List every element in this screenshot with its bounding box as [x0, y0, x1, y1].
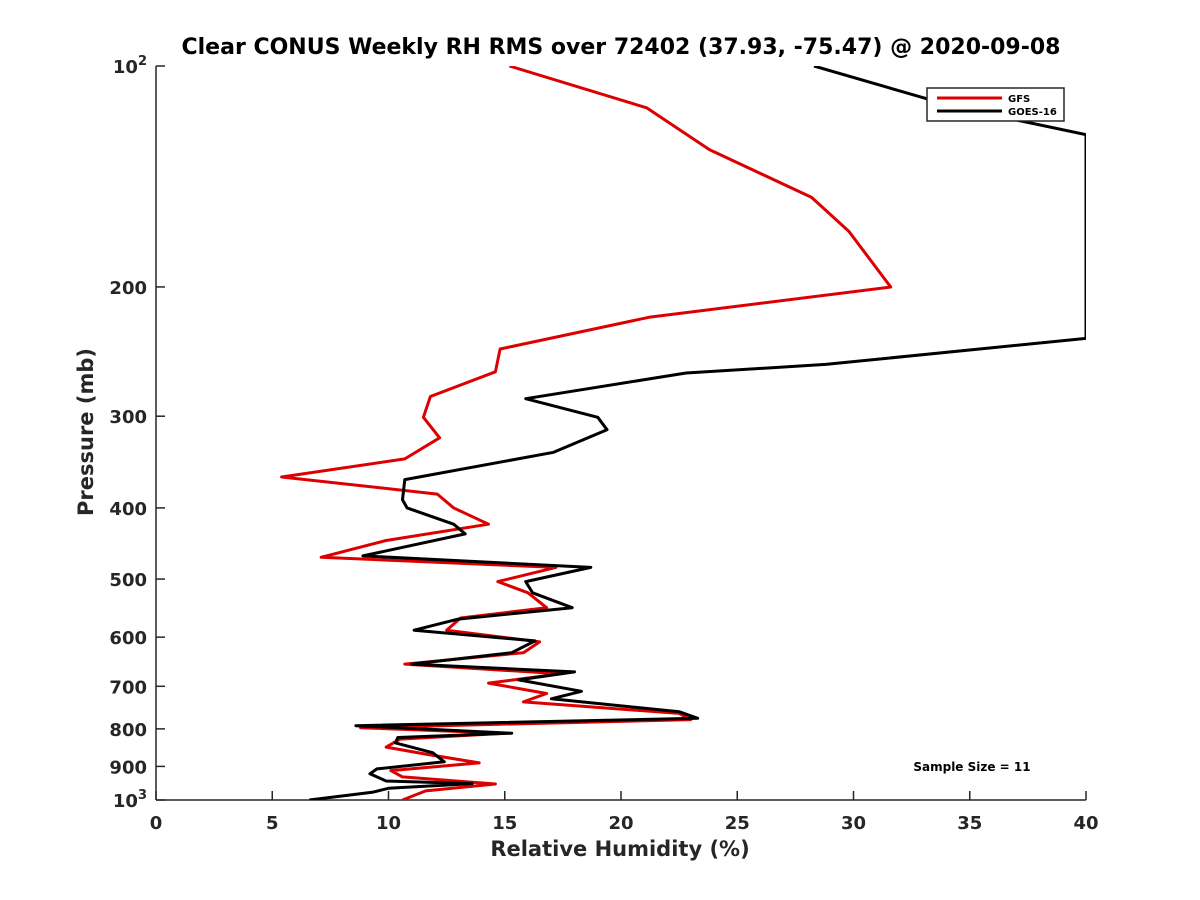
sample-size-annotation: Sample Size = 11 [913, 760, 1030, 774]
axes-group [155, 66, 1086, 801]
x-tick-label: 35 [957, 813, 982, 834]
x-axis-label: Relative Humidity (%) [490, 837, 749, 861]
series-group [280, 66, 1086, 800]
series-line-goes-16 [309, 66, 1086, 800]
y-tick-label: 300 [109, 407, 147, 428]
y-tick-label: 800 [109, 720, 147, 741]
y-tick-label: 200 [109, 278, 147, 299]
x-tick-label: 0 [150, 813, 163, 834]
x-tick-label: 40 [1073, 813, 1098, 834]
tick-group: 0 5 10 15 20 25 30 35 40 102 200 300 400 500 600 700 800… [109, 54, 1098, 834]
y-tick-label: 103 [113, 788, 147, 812]
x-tick-label: 25 [725, 813, 750, 834]
y-tick-label: 500 [109, 570, 147, 591]
legend[interactable]: GFS GOES-16 [926, 87, 1065, 122]
x-tick-label: 20 [608, 813, 633, 834]
x-tick-label: 5 [266, 813, 279, 834]
x-tick-label: 15 [492, 813, 517, 834]
x-tick-label: 10 [376, 813, 401, 834]
x-tick-label: 30 [841, 813, 866, 834]
y-tick-label: 400 [109, 499, 147, 520]
y-tick-label: 102 [113, 54, 147, 78]
series-line-gfs [280, 66, 893, 800]
legend-label-gfs: GFS [1008, 94, 1030, 105]
y-axis-label: Pressure (mb) [74, 348, 98, 516]
y-tick-label: 600 [109, 628, 147, 649]
legend-label-goes-16: GOES-16 [1008, 107, 1057, 118]
y-tick-label: 700 [109, 677, 147, 698]
legend-box [926, 87, 1065, 122]
chart-title: Clear CONUS Weekly RH RMS over 72402 (37… [182, 35, 1061, 60]
y-tick-label: 900 [109, 757, 147, 778]
